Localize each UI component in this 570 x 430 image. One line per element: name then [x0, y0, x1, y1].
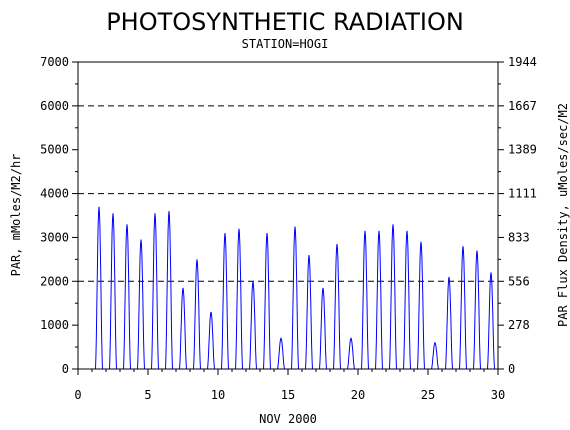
y-right-tick-label: 556	[508, 274, 530, 288]
y-right-tick-label: 0	[508, 362, 515, 376]
y-axis-left-label: PAR, mMoles/M2/hr	[9, 154, 23, 277]
y-left-tick-label: 7000	[40, 55, 69, 69]
series-par	[94, 206, 496, 370]
y-right-tick-label: 1667	[508, 99, 537, 113]
x-axis: 0 5 10 15 20 25 30	[74, 369, 505, 402]
y-left-tick-label: 4000	[40, 187, 69, 201]
chart-subtitle: STATION=HOGI	[242, 37, 329, 51]
y-axis-right-label: PAR Flux Density, uMoles/sec/M2	[556, 103, 570, 327]
y-axis-right: 0 278 556 833 1111 1389 1667 1944	[498, 55, 537, 376]
x-tick-label: 10	[211, 388, 225, 402]
x-axis-label: NOV 2000	[259, 412, 317, 426]
plot-frame	[77, 61, 499, 370]
y-left-tick-label: 6000	[40, 99, 69, 113]
x-tick-label: 30	[491, 388, 505, 402]
gridlines	[78, 105, 498, 282]
y-left-tick-label: 0	[62, 362, 69, 376]
x-tick-label: 15	[281, 388, 295, 402]
y-axis-left: 0 1000 2000 3000 4000 5000 6000 7000	[40, 55, 78, 376]
y-left-tick-label: 2000	[40, 274, 69, 288]
series-line	[94, 206, 496, 370]
y-right-tick-label: 278	[508, 318, 530, 332]
y-right-tick-label: 1111	[508, 187, 537, 201]
y-left-tick-label: 3000	[40, 230, 69, 244]
y-right-tick-label: 1389	[508, 143, 537, 157]
y-right-tick-label: 833	[508, 230, 530, 244]
x-tick-label: 25	[421, 388, 435, 402]
x-tick-label: 20	[351, 388, 365, 402]
x-tick-label: 5	[144, 388, 151, 402]
y-right-tick-label: 1944	[508, 55, 537, 69]
y-left-tick-label: 5000	[40, 143, 69, 157]
y-left-tick-label: 1000	[40, 318, 69, 332]
x-tick-label: 0	[74, 388, 81, 402]
chart-title: PHOTOSYNTHETIC RADIATION	[106, 8, 464, 36]
